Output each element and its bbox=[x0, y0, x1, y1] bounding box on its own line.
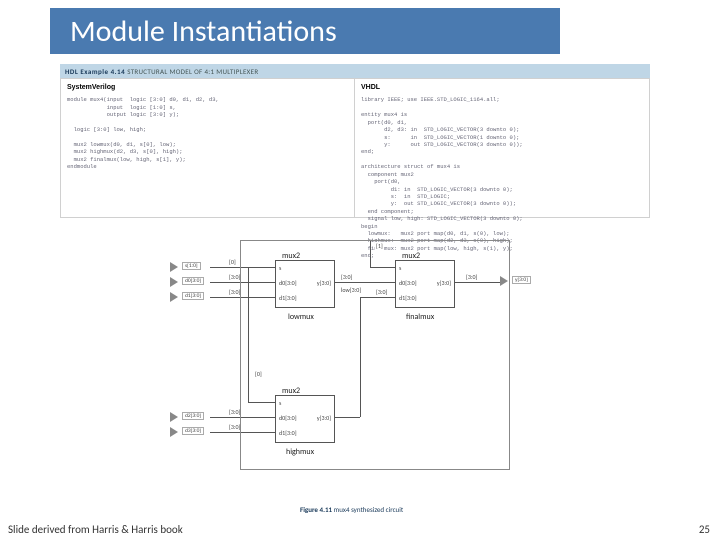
code-panel: SystemVerilog module mux4(input logic [3… bbox=[60, 78, 650, 218]
wire-tag: [0] bbox=[228, 258, 237, 266]
vhdl-column: VHDL library IEEE; use IEEE.STD_LOGIC_11… bbox=[355, 79, 649, 217]
example-name: STRUCTURAL MODEL OF 4:1 MULTIPLEXER bbox=[127, 67, 258, 76]
systemverilog-column: SystemVerilog module mux4(input logic [3… bbox=[61, 79, 355, 217]
vhdl-code: library IEEE; use IEEE.STD_LOGIC_1164.al… bbox=[361, 96, 643, 259]
input-buffer-icon bbox=[170, 277, 178, 287]
pin-y: y[3:0] bbox=[512, 276, 531, 284]
input-buffer-icon bbox=[170, 292, 178, 302]
circuit-diagram: mux2 s d0[3:0] d1[3:0] y[3:0] lowmux mux… bbox=[170, 240, 550, 490]
example-header: HDL Example 4.14 STRUCTURAL MODEL OF 4:1… bbox=[60, 64, 650, 78]
module-border bbox=[240, 240, 510, 470]
input-buffer-icon bbox=[170, 412, 178, 422]
vhdl-heading: VHDL bbox=[361, 83, 643, 92]
input-buffer-icon bbox=[170, 427, 178, 437]
sv-code: module mux4(input logic [3:0] d0, d1, d2… bbox=[67, 96, 348, 170]
page-number: 25 bbox=[699, 523, 710, 536]
example-label: HDL Example 4.14 bbox=[65, 67, 125, 76]
figure-caption: Figure 4.11 mux4 synthesized circuit bbox=[300, 505, 403, 514]
pin-s10: s[1:0] bbox=[182, 262, 201, 270]
pin-d0: d0[3:0] bbox=[182, 277, 204, 285]
pin-d3: d3[3:0] bbox=[182, 427, 204, 435]
pin-d2: d2[3:0] bbox=[182, 412, 204, 420]
figure-text: mux4 synthesized circuit bbox=[334, 505, 404, 514]
input-buffer-icon bbox=[170, 262, 178, 272]
page-title: Module Instantiations bbox=[70, 13, 337, 50]
sv-heading: SystemVerilog bbox=[67, 83, 348, 92]
title-bar: Module Instantiations bbox=[50, 8, 560, 54]
footer-attribution: Slide derived from Harris & Harris book bbox=[8, 523, 183, 536]
figure-num: Figure 4.11 bbox=[300, 505, 332, 514]
pin-d1: d1[3:0] bbox=[182, 292, 204, 300]
